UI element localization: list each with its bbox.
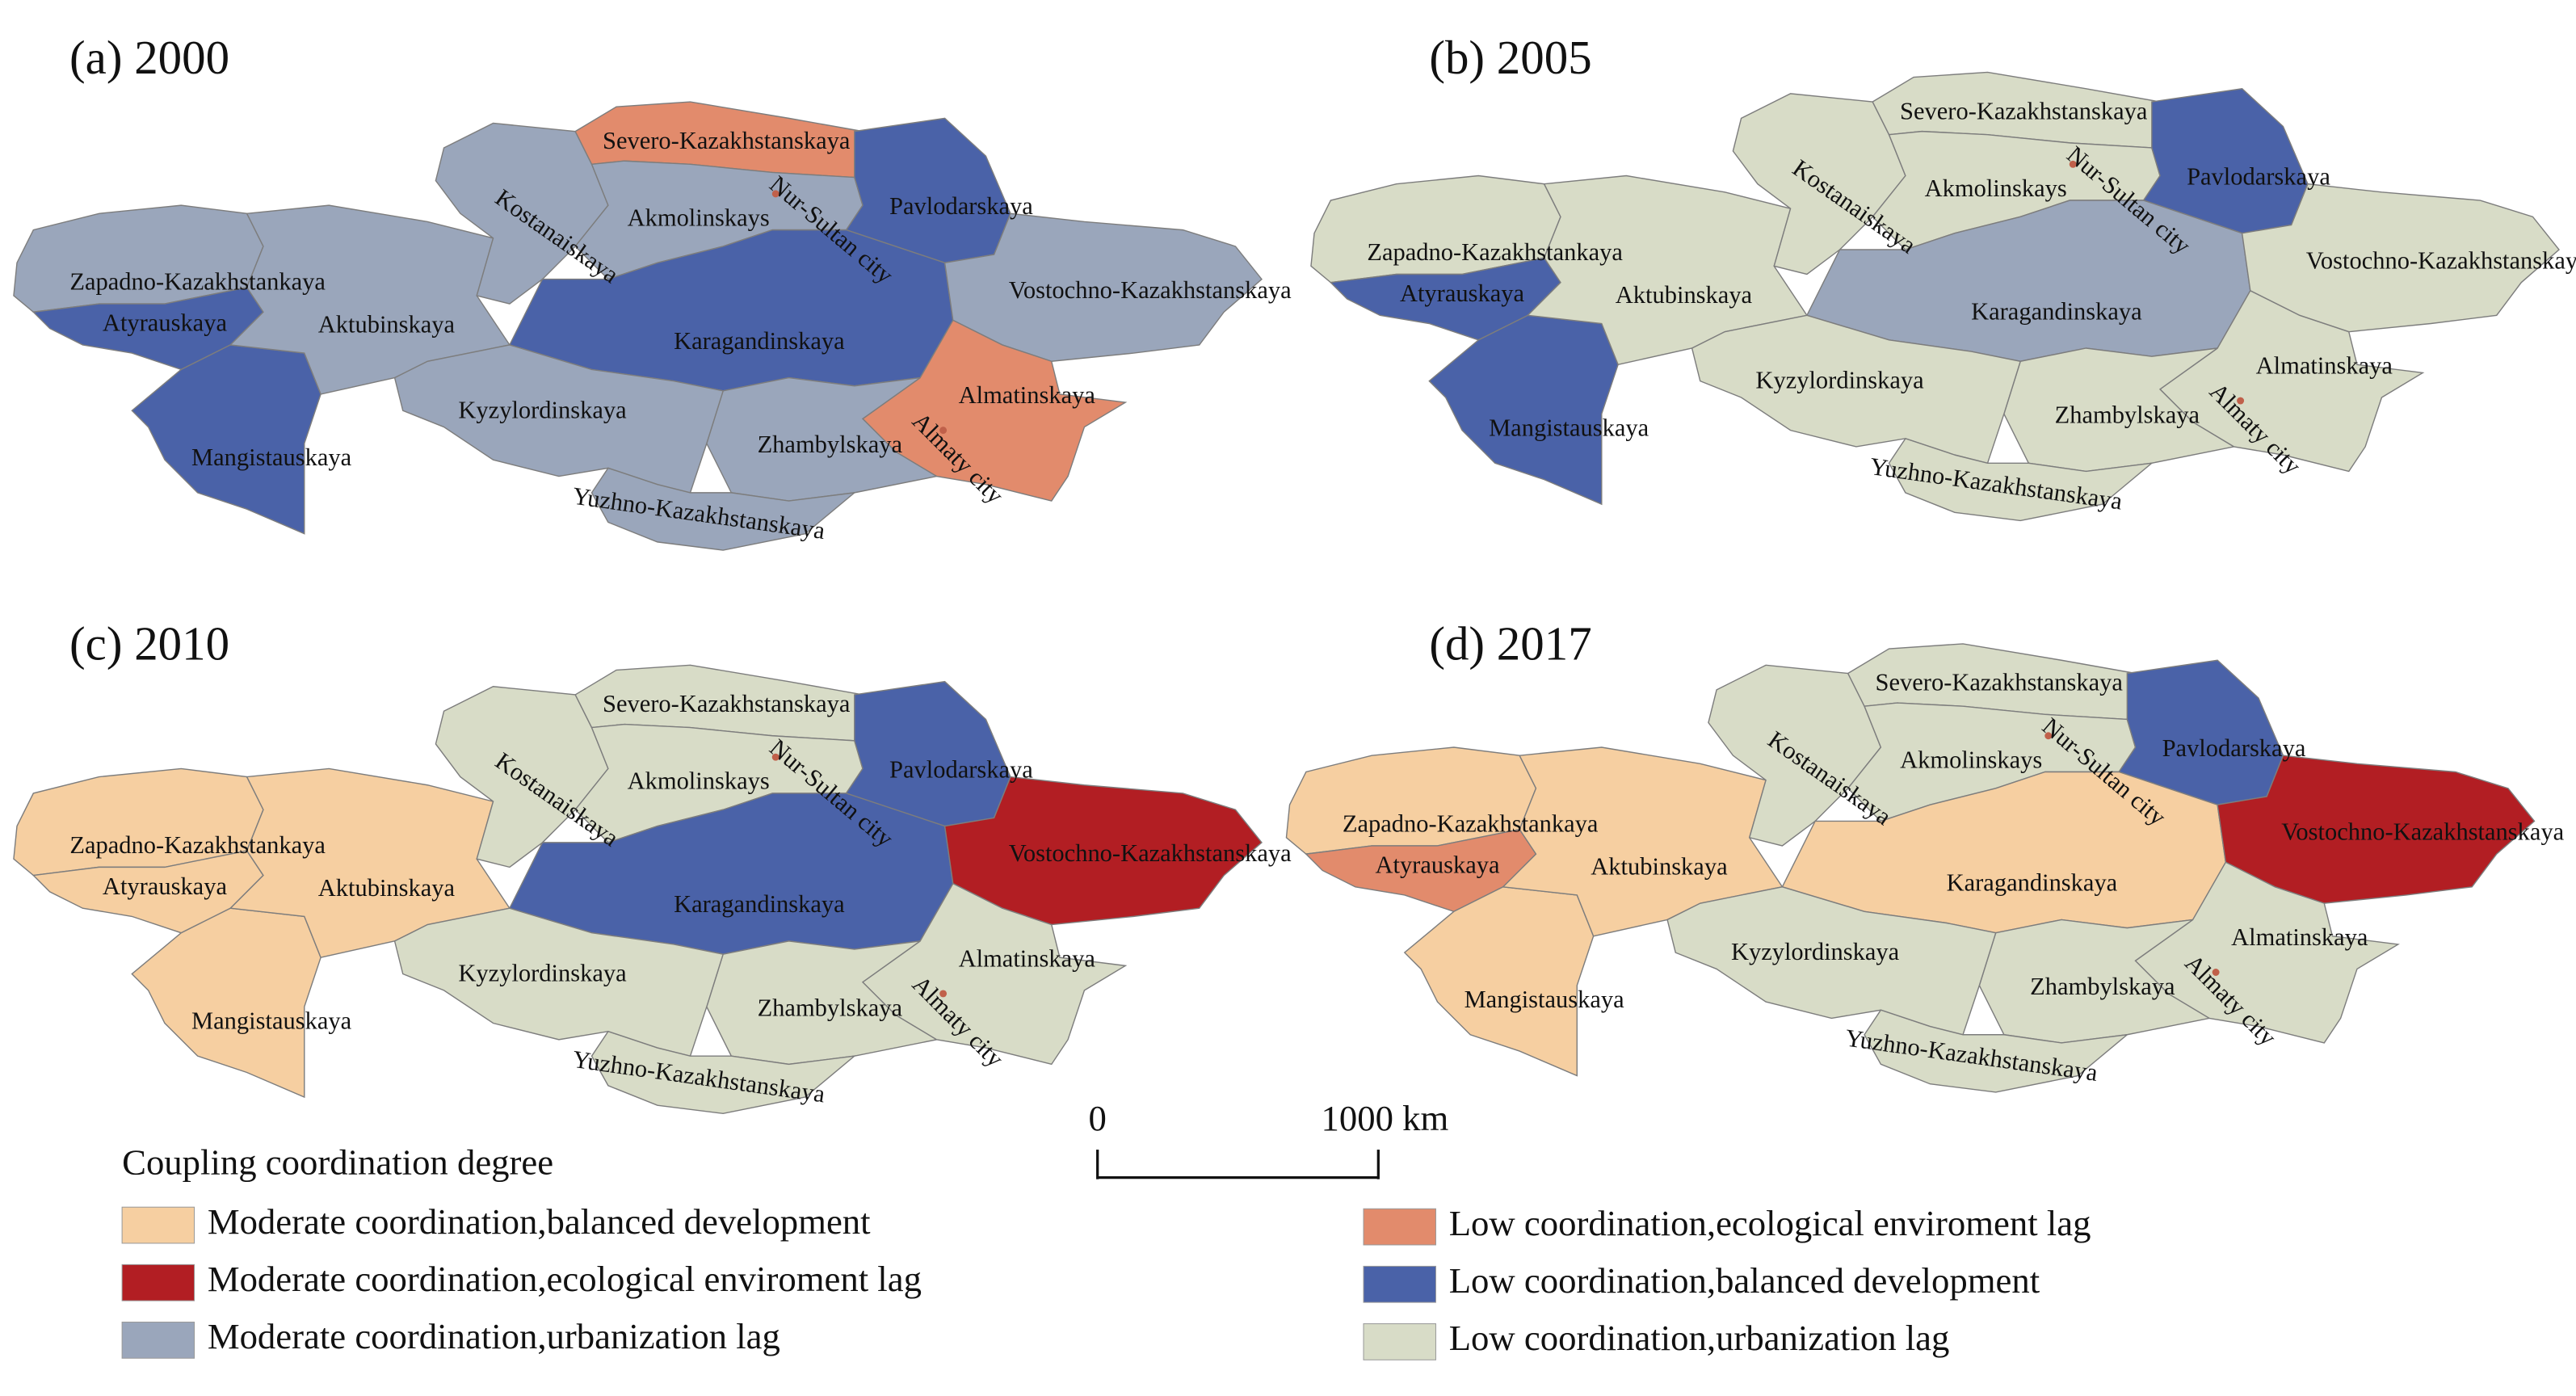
- region-label: Karagandinskaya: [1971, 297, 2142, 325]
- panel-title: (d) 2017: [1429, 617, 1591, 671]
- legend-swatch: [1363, 1265, 1436, 1303]
- region-label: Zhambylskaya: [2055, 401, 2200, 428]
- legend-swatch: [121, 1264, 195, 1301]
- legend-swatch: [121, 1322, 195, 1359]
- city-marker: [2212, 969, 2220, 976]
- panel-title: (b) 2005: [1429, 31, 1591, 84]
- region: [590, 1030, 857, 1115]
- region-label: Mangistauskaya: [1464, 986, 1625, 1013]
- region-label: Almatinskaya: [2256, 351, 2393, 379]
- region: [131, 344, 321, 535]
- region-label: Karagandinskaya: [1947, 869, 2118, 897]
- region-label: Akmolinskays: [628, 204, 770, 231]
- city-marker: [771, 753, 780, 761]
- region-label: Vostochno-Kazakhstanskaya: [2306, 246, 2576, 274]
- region-label: Severo-Kazakhstanskaya: [603, 127, 851, 154]
- region-label: Zapadno-Kazakhstankaya: [69, 268, 326, 296]
- region-label: Zhambylskaya: [2030, 973, 2175, 1000]
- region-label: Atyrauskaya: [1375, 851, 1500, 878]
- region-label: Atyrauskaya: [1400, 280, 1525, 307]
- city-marker: [2044, 732, 2053, 740]
- legend-label: Low coordination,ecological enviroment l…: [1449, 1203, 2091, 1243]
- region-label: Vostochno-Kazakhstanskaya: [2281, 818, 2564, 846]
- map-panel: Zapadno-Kazakhstankaya Atyrauskaya Mangist…: [1285, 643, 2565, 1093]
- region: [1403, 886, 1595, 1077]
- region-label: Aktubinskaya: [318, 874, 456, 902]
- region-label: Zhambylskaya: [758, 431, 903, 458]
- city-marker: [939, 427, 948, 435]
- region: [131, 907, 321, 1099]
- scale-label: 0: [1088, 1098, 1106, 1138]
- region-label: Karagandinskaya: [674, 327, 845, 355]
- city-marker: [2237, 397, 2245, 405]
- map-panel: Zapadno-Kazakhstankaya Atyrauskaya Mangist…: [13, 664, 1292, 1115]
- region: [1888, 437, 2154, 522]
- region: [590, 467, 857, 551]
- legend-label: Moderate coordination,ecological envirom…: [208, 1259, 922, 1299]
- region-label: Aktubinskaya: [1616, 281, 1753, 309]
- region-label: Pavlodarskaya: [889, 192, 1033, 220]
- legend-swatch: [1363, 1323, 1436, 1360]
- map-panel: Zapadno-Kazakhstankaya Atyrauskaya Mangist…: [1310, 71, 2576, 522]
- region-label: Mangistauskaya: [191, 444, 352, 471]
- region-label: Kyzylordinskaya: [1755, 367, 1924, 394]
- region-label: Severo-Kazakhstanskaya: [1900, 97, 2148, 124]
- region-label: Severo-Kazakhstanskaya: [1876, 669, 2124, 696]
- region-label: Kyzylordinskaya: [1731, 938, 1900, 965]
- region-label: Mangistauskaya: [1489, 414, 1649, 442]
- region-label: Pavlodarskaya: [889, 755, 1033, 783]
- region-label: Atyrauskaya: [103, 309, 228, 337]
- legend-label: Low coordination,urbanization lag: [1449, 1318, 1950, 1358]
- region-label: Zapadno-Kazakhstankaya: [1343, 810, 1599, 838]
- city-marker: [771, 190, 780, 198]
- region-label: Almatinskaya: [2231, 923, 2368, 951]
- region-label: Karagandinskaya: [674, 890, 845, 918]
- region-label: Aktubinskaya: [1591, 852, 1728, 880]
- scale-label: 1000 km: [1322, 1098, 1449, 1138]
- region-label: Pavlodarskaya: [2187, 163, 2330, 191]
- region-label: Akmolinskays: [1900, 746, 2042, 773]
- region-label: Akmolinskays: [628, 767, 770, 795]
- region: [2003, 347, 2236, 473]
- legend-swatch: [1363, 1208, 1436, 1246]
- region: [1864, 1009, 2129, 1093]
- region-label: Kyzylordinskaya: [458, 960, 627, 987]
- legend-label: Moderate coordination,urbanization lag: [208, 1316, 780, 1356]
- region-label: Vostochno-Kazakhstanskaya: [1009, 276, 1292, 304]
- region-label: Pavlodarskaya: [2162, 734, 2306, 762]
- region-label: Aktubinskaya: [318, 311, 456, 338]
- panel-title: (a) 2000: [69, 31, 229, 84]
- region-label: Akmolinskays: [1925, 174, 2067, 202]
- region-label: Mangistauskaya: [191, 1007, 352, 1035]
- region: [706, 940, 939, 1066]
- region-label: Zhambylskaya: [758, 994, 903, 1021]
- region: [706, 376, 939, 502]
- legend-label: Moderate coordination,balanced developme…: [208, 1201, 871, 1242]
- city-marker: [2069, 160, 2077, 168]
- region: [1428, 314, 1619, 506]
- region-label: Vostochno-Kazakhstanskaya: [1009, 839, 1292, 867]
- region-label: Zapadno-Kazakhstankaya: [69, 831, 326, 859]
- region-label: Kyzylordinskaya: [458, 396, 627, 423]
- region-label: Almatinskaya: [959, 381, 1096, 409]
- panel-title: (c) 2010: [69, 617, 229, 671]
- scale-bar: 0 1000 km: [1088, 1098, 1449, 1179]
- legend-title: Coupling coordination degree: [122, 1142, 553, 1183]
- region-label: Atyrauskaya: [103, 872, 228, 900]
- city-marker: [939, 990, 948, 998]
- map-panel: Zapadno-Kazakhstankaya Atyrauskaya Mangist…: [13, 101, 1292, 551]
- region: [1978, 919, 2211, 1044]
- legend-swatch: [121, 1206, 195, 1244]
- region-label: Almatinskaya: [959, 944, 1096, 972]
- region-label: Severo-Kazakhstanskaya: [603, 690, 851, 717]
- legend-label: Low coordination,balanced development: [1449, 1260, 2040, 1301]
- region-label: Zapadno-Kazakhstankaya: [1367, 238, 1623, 266]
